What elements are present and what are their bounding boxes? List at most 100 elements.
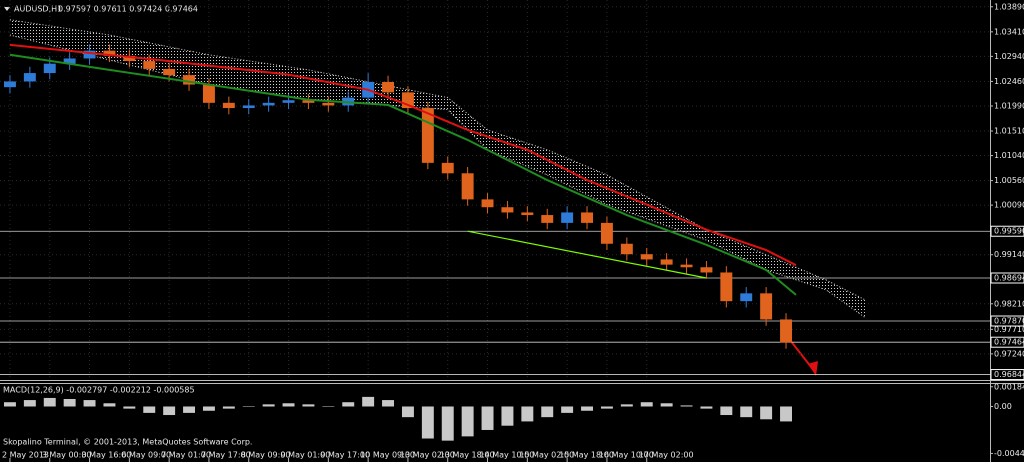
candle-body (600, 222, 613, 244)
macd-bar (660, 403, 673, 407)
candle-body (3, 81, 16, 88)
macd-bar (501, 406, 514, 426)
macd-bar (43, 397, 56, 407)
x-tick-label: 2 May 2013 (2, 451, 49, 460)
macd-bar (262, 404, 275, 407)
candle-body (103, 50, 116, 56)
x-tick-label: 3 May 16:00 (82, 451, 132, 460)
candle-body (83, 50, 96, 59)
candle-body (740, 293, 753, 302)
chart-title: AUDUSD,H1 (14, 5, 62, 14)
candle-body (640, 254, 653, 260)
x-tick-label: 15 May 02:00 (519, 451, 574, 460)
candle-body (63, 58, 76, 64)
macd-bar (342, 402, 355, 407)
macd-bar (382, 400, 395, 407)
level-box (990, 272, 1024, 284)
candle-body (143, 61, 156, 69)
x-tick-label: 10 May 09:00 (360, 451, 415, 460)
macd-bar (421, 406, 434, 439)
x-tick-label: 17 May 02:00 (639, 451, 694, 460)
candle-body (541, 215, 554, 223)
candle-body (163, 68, 176, 76)
candle-body (262, 102, 275, 106)
macd-bar (740, 406, 753, 418)
y-tick-label: 1.03890 (994, 2, 1024, 11)
macd-bar (143, 406, 156, 413)
level-label: 0.99590 (994, 227, 1024, 236)
candle-body (501, 207, 514, 213)
candle-body (202, 84, 215, 103)
x-tick-label: 14 May 10:00 (480, 451, 535, 460)
candle-body (421, 108, 434, 163)
macd-bar (780, 406, 792, 422)
y-tick-label: 1.02940 (994, 52, 1024, 61)
candle-body (242, 105, 255, 109)
y-tick-label: 1.00560 (994, 176, 1024, 185)
candle-body (183, 75, 196, 85)
candle-body (680, 264, 693, 268)
macd-bar (362, 396, 375, 407)
macd-title: MACD(12,26,9) -0.002797 -0.002212 -0.000… (3, 386, 195, 395)
y-tick-label: 0.97710 (994, 325, 1024, 334)
level-label: 0.96844 (994, 370, 1024, 379)
candle-body (401, 92, 414, 109)
macd-bar (640, 402, 653, 407)
x-tick-label: 3 May 00:00 (42, 451, 92, 460)
macd-bar (720, 406, 733, 416)
macd-bar (700, 406, 713, 409)
candle-body (481, 199, 494, 208)
macd-bar (23, 400, 36, 407)
y-tick-label: 1.02460 (994, 77, 1024, 86)
macd-bar (461, 406, 474, 437)
level-label: 0.97870 (994, 317, 1024, 326)
candle-body (43, 63, 56, 74)
cloud-fill (9, 19, 866, 318)
y-tick-label: 1.00090 (994, 201, 1024, 210)
menu-icon[interactable] (4, 7, 10, 11)
x-tick-label: 9 May 01:00 (281, 451, 331, 460)
candle-body (720, 272, 733, 302)
indicator-line (9, 43, 797, 267)
x-tick-label: 7 May 01:00 (161, 451, 211, 460)
candle-body (461, 173, 474, 200)
candle-body (222, 102, 235, 109)
candle-body (700, 267, 713, 273)
level-label: 0.97464 (994, 338, 1024, 347)
macd-bar (322, 406, 335, 407)
x-tick-label: 6 May 09:00 (121, 451, 171, 460)
level-label: 0.98694 (994, 274, 1024, 283)
y-tick-label: 1.01990 (994, 101, 1024, 110)
candle-body (760, 293, 773, 320)
candle-body (561, 212, 574, 223)
level-box (990, 336, 1024, 348)
x-tick-label: 7 May 17:00 (201, 451, 251, 460)
macd-bar (680, 405, 693, 407)
arrow-head (808, 361, 818, 376)
quote: 0.97597 0.97611 0.97424 0.97464 (58, 5, 198, 14)
candle-body (123, 55, 136, 62)
macd-bar (302, 404, 315, 407)
macd-bar (83, 400, 96, 407)
y-tick-label: 1.01510 (994, 127, 1024, 136)
level-box (990, 315, 1024, 327)
macd-bar (242, 406, 255, 407)
y-tick-label: 1.01040 (994, 151, 1024, 160)
level-box (990, 369, 1024, 381)
macd-bar (3, 402, 16, 407)
macd-bar (282, 403, 295, 407)
y-tick-label: 0.98210 (994, 299, 1024, 308)
candle-body (441, 162, 454, 174)
macd-bar (222, 406, 235, 409)
candle-body (660, 259, 673, 265)
macd-bar (202, 406, 215, 411)
x-tick-label: 16 May 10:00 (599, 451, 654, 460)
macd-bar (620, 404, 633, 407)
macd-bar (401, 406, 414, 418)
candle-body (521, 212, 534, 216)
macd-bar (481, 406, 494, 430)
y-tick-label: 0.99140 (994, 250, 1024, 259)
x-tick-label: 15 May 18:00 (559, 451, 614, 460)
